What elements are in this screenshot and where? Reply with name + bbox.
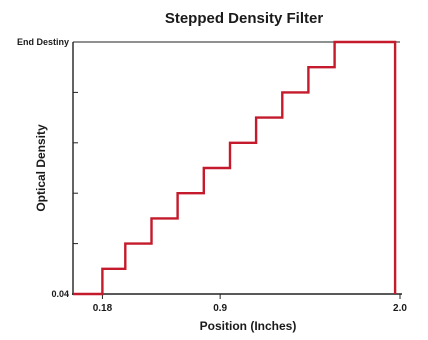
y-axis-title: Optical Density <box>34 124 48 212</box>
ticks <box>73 41 401 299</box>
step-line <box>73 40 397 296</box>
x-tick-label-1: 0.9 <box>213 303 227 314</box>
tick-labels: 0.18 0.9 2.0 0.04 End Destiny <box>17 37 407 314</box>
x-axis-title: Position (Inches) <box>200 319 297 333</box>
chart-title: Stepped Density Filter <box>165 10 324 27</box>
y-tick-label-end: End Destiny <box>17 37 69 47</box>
series <box>73 40 397 296</box>
y-tick-label-start: 0.04 <box>51 289 69 299</box>
axes <box>72 41 402 295</box>
x-tick-label-2: 2.0 <box>393 303 407 314</box>
x-tick-label-0: 0.18 <box>93 303 113 314</box>
